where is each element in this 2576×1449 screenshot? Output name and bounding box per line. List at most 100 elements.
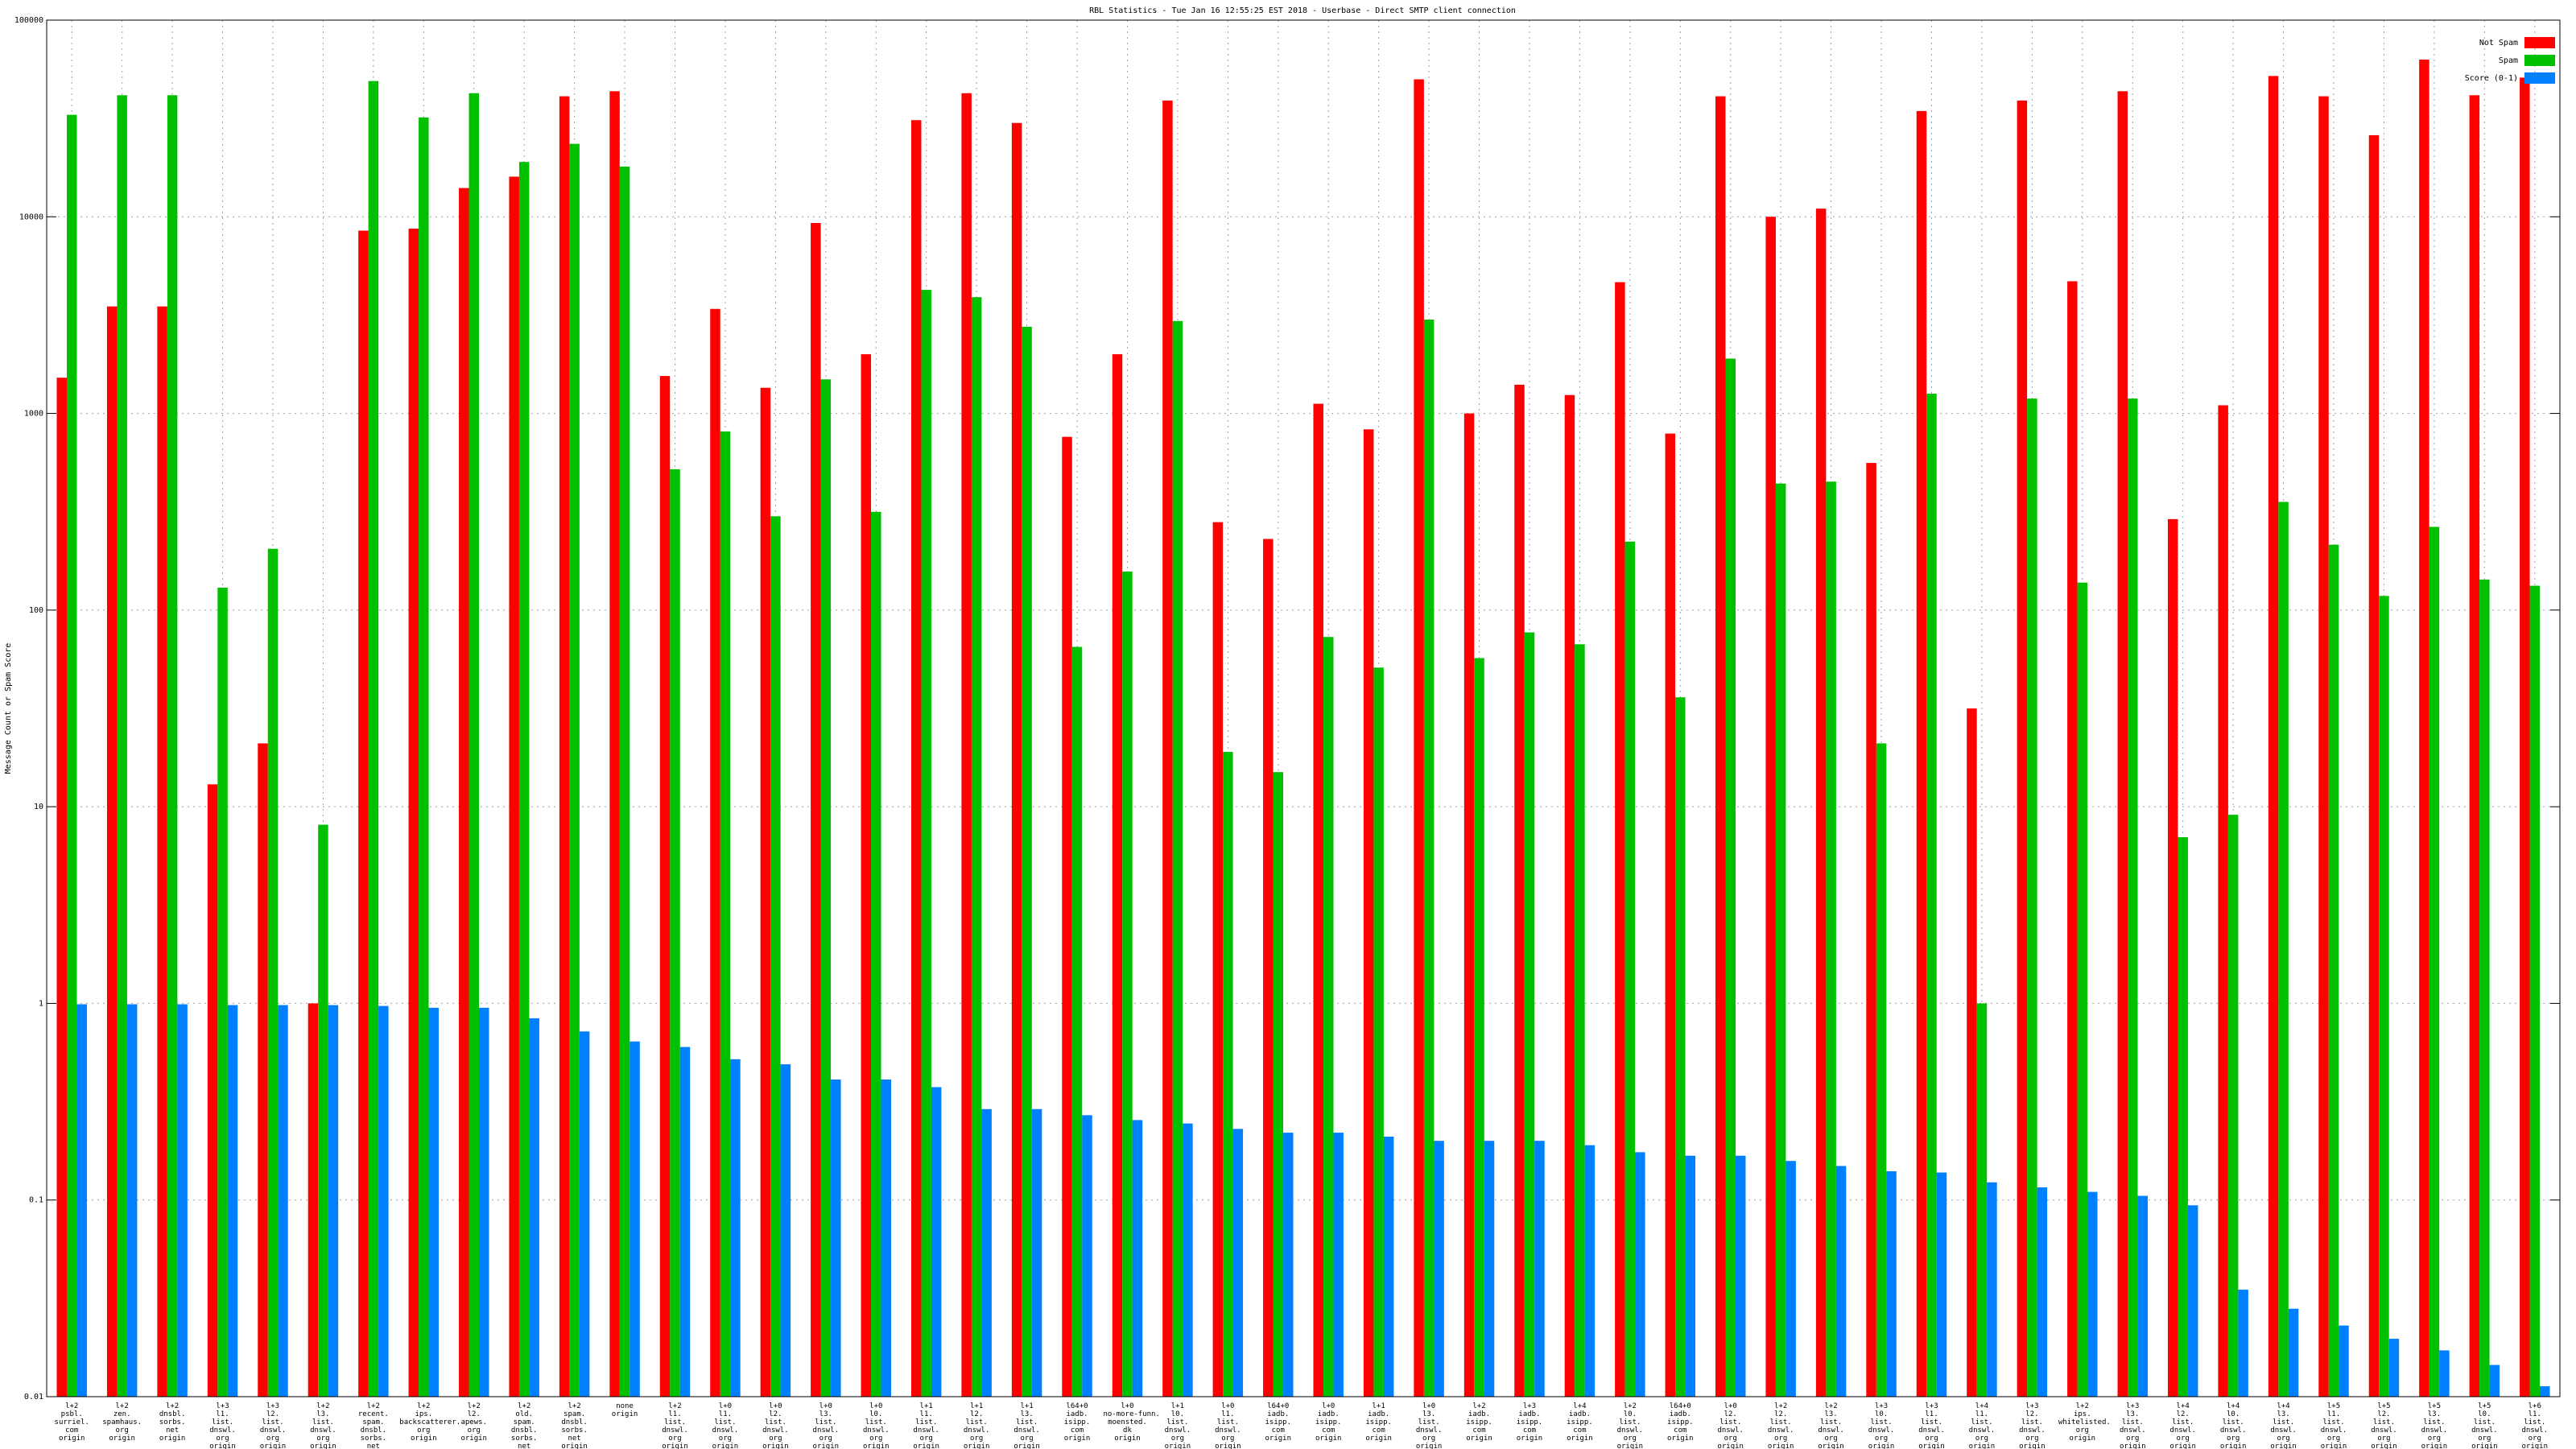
y-tick-label: 1 bbox=[39, 999, 43, 1008]
bar bbox=[1062, 436, 1072, 1397]
bar bbox=[2339, 1325, 2349, 1397]
y-tick-label: 0.01 bbox=[24, 1393, 43, 1402]
bar bbox=[760, 387, 771, 1397]
bar bbox=[780, 1064, 791, 1397]
bar bbox=[1423, 320, 1435, 1397]
bar bbox=[630, 1041, 640, 1397]
y-tick-label: 10000 bbox=[19, 213, 43, 221]
bar bbox=[258, 743, 268, 1397]
bar bbox=[921, 290, 931, 1397]
bar bbox=[2540, 1386, 2550, 1397]
bar bbox=[2439, 1350, 2450, 1397]
bar bbox=[318, 824, 328, 1397]
bar bbox=[679, 1046, 691, 1397]
bar bbox=[2178, 836, 2188, 1397]
bar bbox=[770, 516, 781, 1397]
x-tick-label: l+2 l3. list. dnswl. org origin bbox=[310, 1402, 336, 1449]
x-tick-label: l+3 l3. list. dnswl. org origin bbox=[2119, 1402, 2146, 1449]
bar bbox=[1725, 358, 1736, 1397]
bar bbox=[529, 1018, 539, 1397]
bar bbox=[1866, 463, 1876, 1397]
legend-swatch bbox=[2524, 72, 2555, 84]
bar bbox=[559, 96, 570, 1397]
bar bbox=[1524, 632, 1535, 1397]
bar bbox=[126, 1004, 138, 1397]
bar bbox=[2328, 544, 2339, 1397]
bar bbox=[1685, 1155, 1696, 1397]
y-tick-label: 1000 bbox=[24, 410, 43, 419]
bar bbox=[2529, 585, 2541, 1397]
y-tick-label: 10 bbox=[34, 803, 43, 811]
bar bbox=[2128, 398, 2138, 1397]
bar bbox=[66, 114, 77, 1397]
bar bbox=[1223, 752, 1233, 1397]
bar bbox=[820, 379, 832, 1397]
bar bbox=[2187, 1205, 2198, 1397]
bar bbox=[619, 166, 630, 1397]
legend-label: Spam bbox=[2499, 56, 2518, 65]
x-tick-label: l+0 l2. list. dnswl. org origin bbox=[762, 1402, 789, 1449]
bar bbox=[1132, 1120, 1143, 1397]
x-tick-label: l+0 iadb. isipp. com origin bbox=[1315, 1402, 1342, 1443]
bar bbox=[378, 1005, 389, 1397]
x-tick-label: l+2 dnsbl. sorbs. net origin bbox=[159, 1402, 186, 1443]
bar bbox=[1474, 658, 1484, 1397]
bar bbox=[2218, 405, 2228, 1397]
bar bbox=[267, 548, 279, 1397]
x-tick-label: l+0 l1. list. dnswl. org origin bbox=[1215, 1402, 1241, 1449]
bar bbox=[971, 297, 982, 1397]
bar bbox=[670, 469, 680, 1397]
x-tick-label: l+2 ips. backscatterer. org origin bbox=[399, 1402, 461, 1443]
bar bbox=[1876, 743, 1887, 1397]
bar bbox=[1584, 1145, 1596, 1397]
legend-label: Score (0-1) bbox=[2465, 74, 2518, 83]
x-tick-label: l+4 l0. list. dnswl. org origin bbox=[2219, 1402, 2247, 1449]
bar bbox=[831, 1080, 841, 1397]
x-tick-label: l+2 ips. whitelisted. org origin bbox=[2058, 1402, 2111, 1443]
bar bbox=[1363, 429, 1374, 1397]
bar bbox=[1826, 481, 1836, 1397]
x-tick-label: l+2 old. spam. dnsbl. sorbs. net origin bbox=[510, 1402, 538, 1449]
bar bbox=[2017, 100, 2028, 1397]
bar bbox=[1232, 1129, 1244, 1397]
bar bbox=[469, 93, 479, 1397]
x-tick-label: l+1 l2. list. dnswl. org origin bbox=[963, 1402, 990, 1449]
bar bbox=[1212, 522, 1224, 1397]
bar bbox=[931, 1087, 942, 1397]
bar bbox=[2479, 579, 2490, 1397]
bar bbox=[117, 95, 127, 1397]
bar bbox=[1665, 433, 1676, 1397]
x-tick-label: l64+0 iadb. isipp. com origin bbox=[1265, 1402, 1292, 1443]
x-tick-label: l+0 no-more-funn. moensted. dk origin bbox=[1103, 1402, 1160, 1443]
bar bbox=[2027, 398, 2037, 1397]
x-tick-label: l+0 l0. list. dnswl. org origin bbox=[862, 1402, 890, 1449]
bar bbox=[509, 176, 519, 1397]
bar bbox=[1383, 1137, 1394, 1397]
bar bbox=[2137, 1195, 2148, 1397]
x-tick-label: l+1 l0. list. dnswl. org origin bbox=[1164, 1402, 1191, 1449]
bar bbox=[368, 80, 379, 1397]
bar bbox=[1785, 1161, 1796, 1397]
bar bbox=[1615, 282, 1625, 1397]
bar bbox=[881, 1080, 891, 1397]
x-tick-label: l+2 iadb. isipp. com origin bbox=[1466, 1402, 1492, 1443]
x-tick-label: l+3 iadb. isipp. com origin bbox=[1516, 1402, 1543, 1443]
y-axis-label: Message Count or Spam Score bbox=[4, 643, 13, 774]
bar bbox=[1775, 483, 1786, 1397]
bar bbox=[1976, 1003, 1988, 1397]
bar bbox=[1835, 1166, 1847, 1397]
bar bbox=[2429, 526, 2440, 1397]
bar bbox=[308, 1003, 319, 1397]
x-tick-label: l+2 l1. list. dnswl. org origin bbox=[662, 1402, 688, 1449]
bar bbox=[1313, 403, 1323, 1397]
bar bbox=[478, 1007, 489, 1397]
bar bbox=[981, 1108, 992, 1397]
bar bbox=[2368, 134, 2380, 1397]
x-tick-label: l+2 recent. spam. dnsbl. sorbs. net orig… bbox=[357, 1402, 389, 1449]
bar bbox=[2227, 815, 2239, 1397]
bar bbox=[1484, 1141, 1495, 1397]
x-tick-label: l+6 l1. list. dnswl. org origin bbox=[2521, 1402, 2549, 1449]
bar bbox=[720, 431, 731, 1397]
bar bbox=[227, 1005, 238, 1397]
bar bbox=[459, 188, 469, 1397]
